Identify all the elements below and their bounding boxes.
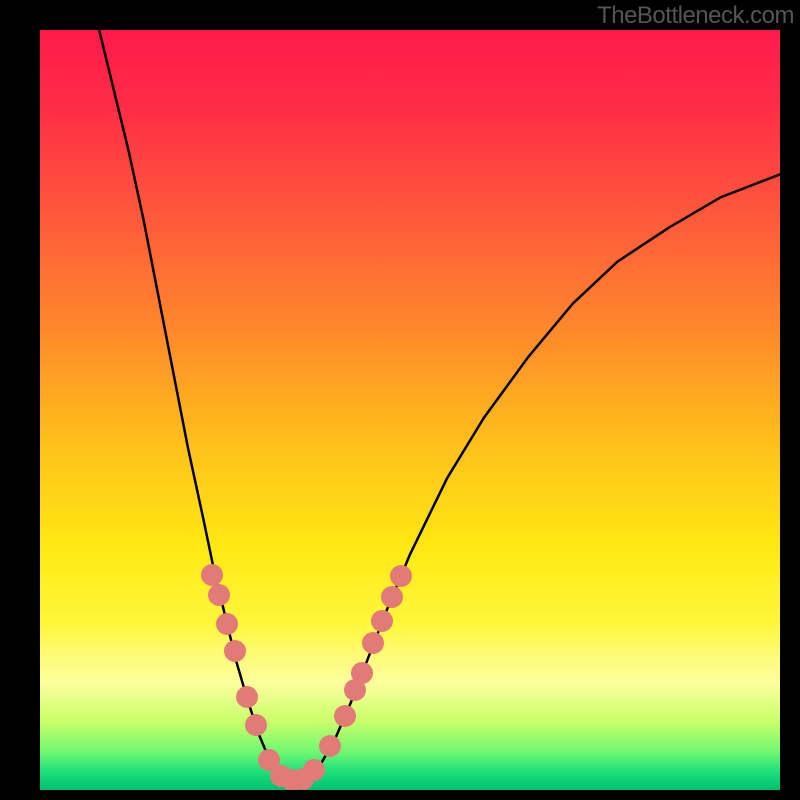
data-marker [371,610,393,632]
data-marker [351,662,373,684]
chart-plot-area [40,30,780,790]
data-marker [303,759,325,781]
data-marker [245,714,267,736]
data-marker [381,586,403,608]
data-marker [334,705,356,727]
data-marker [208,584,230,606]
data-marker [236,686,258,708]
data-marker [362,632,384,654]
data-marker [390,565,412,587]
watermark-text: TheBottleneck.com [597,2,794,30]
data-marker [319,735,341,757]
data-marker [216,613,238,635]
chart-background-gradient [40,30,780,790]
data-marker [224,640,246,662]
data-marker [201,564,223,586]
